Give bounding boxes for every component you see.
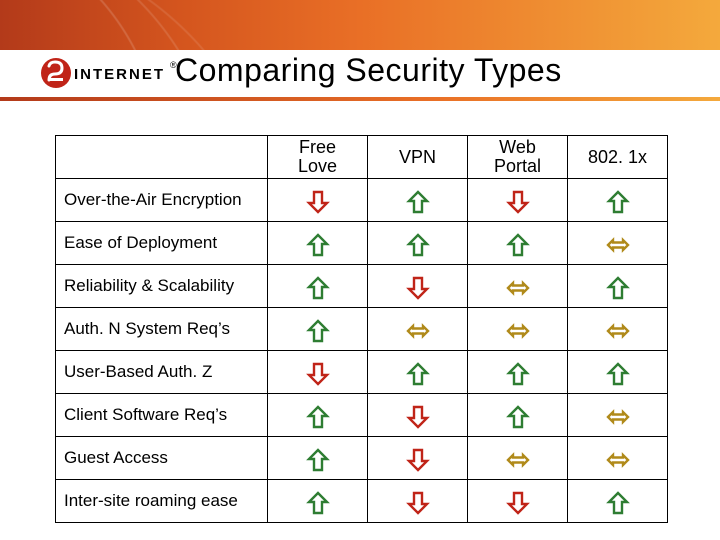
rating-down-icon [468, 179, 568, 222]
row-label: Guest Access [56, 437, 268, 480]
table-row: Auth. N System Req’s [56, 308, 668, 351]
rating-down-icon [368, 480, 468, 523]
rating-up-icon [268, 437, 368, 480]
slide-title: Comparing Security Types [175, 52, 695, 89]
rating-up-icon [568, 265, 668, 308]
rating-neutral-icon [468, 308, 568, 351]
table-row: Guest Access [56, 437, 668, 480]
rating-up-icon [268, 308, 368, 351]
table-row: Over-the-Air Encryption [56, 179, 668, 222]
rating-up-icon [268, 222, 368, 265]
rating-neutral-icon [468, 265, 568, 308]
row-label: User-Based Auth. Z [56, 351, 268, 394]
svg-text:INTERNET: INTERNET [74, 66, 165, 83]
rating-down-icon [268, 179, 368, 222]
rating-down-icon [368, 394, 468, 437]
rating-neutral-icon [368, 308, 468, 351]
rating-up-icon [368, 179, 468, 222]
rating-up-icon [268, 265, 368, 308]
rating-up-icon [568, 351, 668, 394]
rating-up-icon [568, 179, 668, 222]
row-label: Reliability & Scalability [56, 265, 268, 308]
row-label: Over-the-Air Encryption [56, 179, 268, 222]
rating-up-icon [368, 222, 468, 265]
rating-neutral-icon [568, 222, 668, 265]
row-label: Inter-site roaming ease [56, 480, 268, 523]
rating-neutral-icon [568, 308, 668, 351]
internet2-logo: INTERNET ® [40, 50, 180, 96]
table-row: Client Software Req’s [56, 394, 668, 437]
rating-up-icon [468, 351, 568, 394]
rating-up-icon [268, 394, 368, 437]
rating-up-icon [468, 394, 568, 437]
rating-down-icon [468, 480, 568, 523]
rating-up-icon [568, 480, 668, 523]
rating-down-icon [368, 265, 468, 308]
rating-neutral-icon [568, 394, 668, 437]
row-label: Client Software Req’s [56, 394, 268, 437]
table-row: Ease of Deployment [56, 222, 668, 265]
comparison-table: FreeLoveVPNWebPortal802. 1x Over-the-Air… [55, 135, 667, 523]
rating-up-icon [468, 222, 568, 265]
rating-up-icon [368, 351, 468, 394]
header-banner [0, 0, 720, 50]
column-header-0: FreeLove [268, 136, 368, 179]
row-label: Ease of Deployment [56, 222, 268, 265]
column-header-2: WebPortal [468, 136, 568, 179]
column-header-3: 802. 1x [568, 136, 668, 179]
table-row: Inter-site roaming ease [56, 480, 668, 523]
rating-up-icon [268, 480, 368, 523]
rating-down-icon [268, 351, 368, 394]
row-label: Auth. N System Req’s [56, 308, 268, 351]
header-underline [0, 97, 720, 101]
table-corner [56, 136, 268, 179]
table-row: User-Based Auth. Z [56, 351, 668, 394]
rating-neutral-icon [568, 437, 668, 480]
column-header-1: VPN [368, 136, 468, 179]
rating-down-icon [368, 437, 468, 480]
table-row: Reliability & Scalability [56, 265, 668, 308]
rating-neutral-icon [468, 437, 568, 480]
